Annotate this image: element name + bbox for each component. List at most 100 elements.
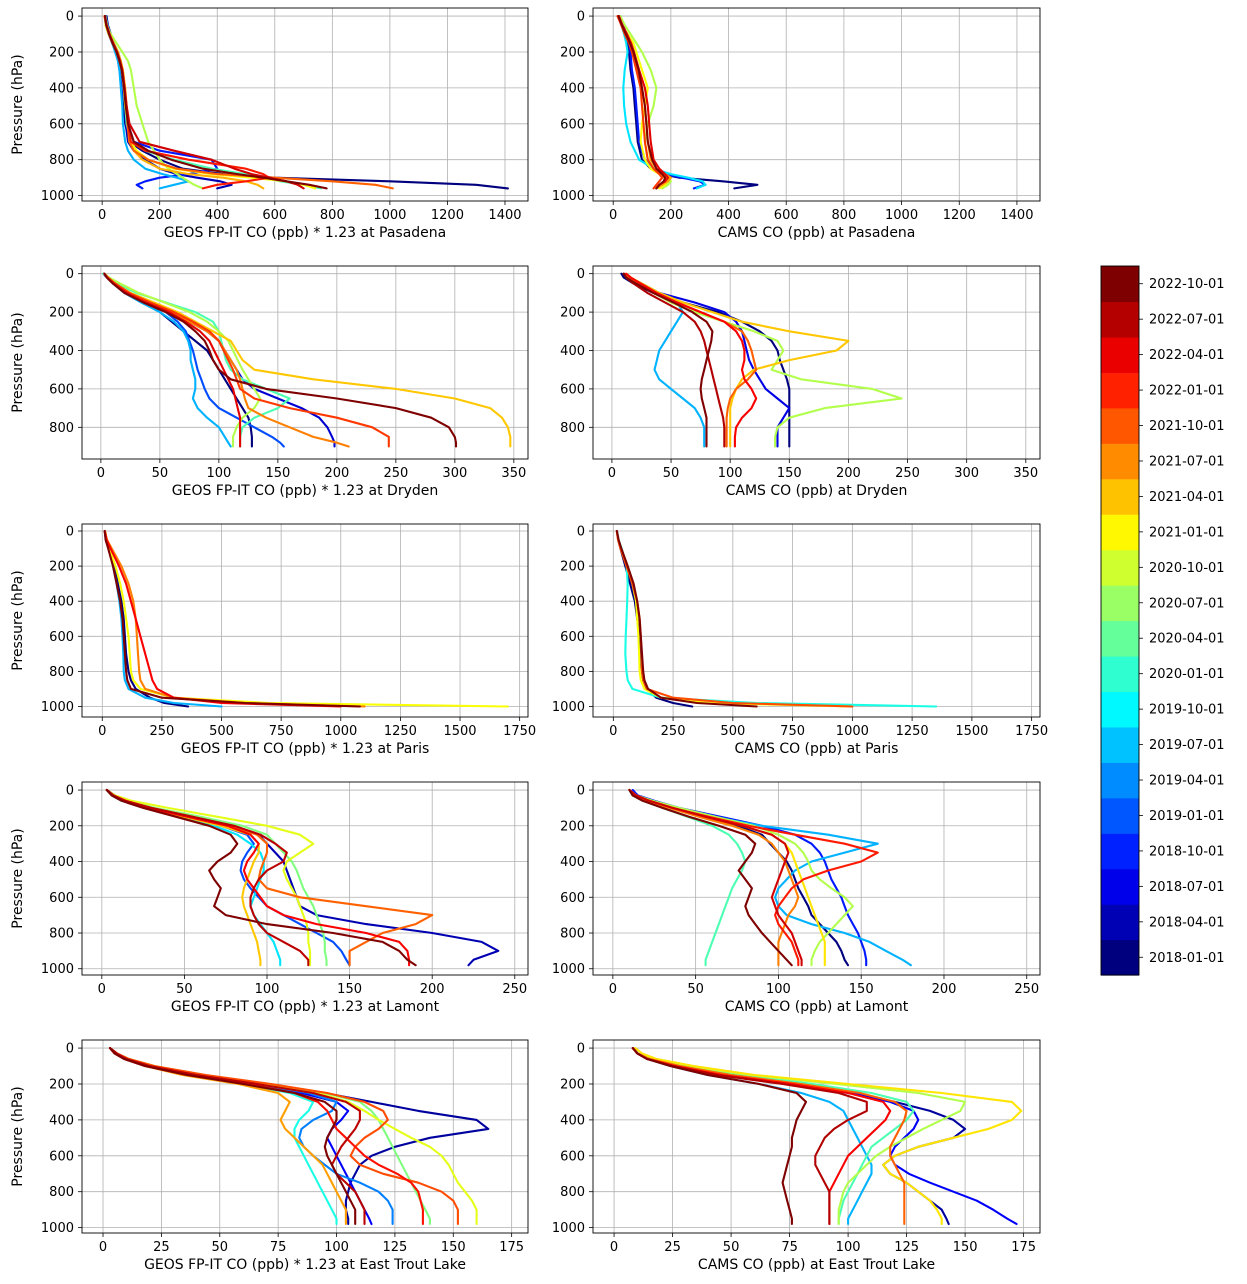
x-tick-label: 0 — [609, 208, 617, 223]
x-tick-label: 250 — [895, 466, 920, 481]
y-tick-label: 200 — [560, 45, 585, 60]
x-tick-label: 200 — [147, 208, 172, 223]
x-tick-label: 750 — [780, 724, 805, 739]
y-tick-label: 600 — [49, 1149, 74, 1164]
x-tick-label: 500 — [209, 724, 234, 739]
x-tick-label: 50 — [687, 982, 704, 997]
colorbar: 2018-01-01 2018-04-01 2018-07-01 2018-10-01… — [1100, 265, 1225, 976]
y-tick-label: 800 — [560, 927, 585, 942]
x-tick-label: 350 — [1013, 466, 1038, 481]
x-tick-label: 200 — [324, 466, 349, 481]
y-tick-label: 200 — [560, 819, 585, 834]
x-tick-label: 50 — [723, 1240, 740, 1255]
profile-line — [105, 788, 417, 967]
colorbar-label: 2018-01-01 — [1149, 951, 1225, 966]
y-tick-label: 400 — [560, 344, 585, 359]
profile-line — [628, 788, 854, 967]
x-axis-label: CAMS CO (ppb) at Pasadena — [718, 225, 916, 241]
x-tick-label: 1500 — [443, 724, 476, 739]
x-axis-label: CAMS CO (ppb) at Lamont — [725, 999, 909, 1015]
profile-line — [104, 529, 366, 708]
y-tick-label: 400 — [560, 81, 585, 96]
profile-line — [103, 272, 232, 448]
profile-line — [103, 529, 361, 708]
y-tick-label: 1000 — [41, 1221, 74, 1236]
y-tick-label: 800 — [49, 665, 74, 680]
colorbar-label: 2019-10-01 — [1149, 703, 1225, 718]
panel-east-trout-lake-geos: 0 25 50 75 100 125 150 175 0 200 400 600 800 1000 GEOS… — [10, 1039, 529, 1273]
x-tick-label: 150 — [337, 982, 362, 997]
x-axis-label: GEOS FP-IT CO (ppb) * 1.23 at Dryden — [172, 483, 439, 499]
x-tick-label: 1200 — [431, 208, 464, 223]
profile-line — [103, 272, 390, 448]
y-tick-label: 1000 — [552, 700, 585, 715]
y-tick-label: 200 — [49, 819, 74, 834]
y-tick-label: 0 — [577, 525, 585, 540]
profile-line — [103, 15, 328, 190]
x-tick-label: 0 — [98, 724, 106, 739]
profile-line — [617, 15, 670, 190]
colorbar-label: 2020-01-01 — [1149, 667, 1225, 682]
y-tick-label: 200 — [560, 306, 585, 321]
x-axis-label: CAMS CO (ppb) at Paris — [735, 741, 899, 757]
x-tick-label: 150 — [441, 1240, 466, 1255]
x-tick-label: 1750 — [503, 724, 536, 739]
y-tick-label: 200 — [49, 306, 74, 321]
x-tick-label: 300 — [954, 466, 979, 481]
x-tick-label: 1200 — [943, 208, 976, 223]
colorbar-segment — [1101, 762, 1139, 799]
colorbar-segment — [1101, 478, 1139, 515]
x-tick-label: 25 — [153, 1240, 170, 1255]
x-tick-label: 50 — [176, 982, 193, 997]
y-tick-label: 800 — [560, 421, 585, 436]
colorbar-label: 2018-04-01 — [1149, 915, 1225, 930]
profile-line — [634, 1047, 1023, 1226]
colorbar-segment — [1101, 372, 1139, 409]
colorbar-segment — [1101, 407, 1139, 444]
panel-pasadena-geos: 0 200 400 600 800 1000 1200 1400 0 200 400 600 800 10… — [10, 7, 529, 241]
x-tick-label: 200 — [836, 466, 861, 481]
profile-line — [622, 272, 791, 448]
x-axis-label: GEOS FP-IT CO (ppb) * 1.23 at Pasadena — [164, 225, 447, 241]
profile-line — [108, 1047, 459, 1226]
y-tick-label: 1000 — [41, 700, 74, 715]
x-tick-label: 100 — [206, 466, 231, 481]
colorbar-segment — [1101, 336, 1139, 373]
x-tick-label: 1000 — [373, 208, 406, 223]
profile-line — [628, 788, 879, 967]
x-tick-label: 1000 — [885, 208, 918, 223]
panel-lamont-geos: 0 50 100 150 200 250 0 200 400 600 800 1000 GEOS FP-… — [10, 781, 529, 1015]
profile-line — [105, 788, 434, 967]
y-tick-label: 600 — [560, 1149, 585, 1164]
y-tick-label: 0 — [66, 1042, 74, 1057]
y-tick-label: 400 — [49, 1113, 74, 1128]
x-axis-label: GEOS FP-IT CO (ppb) * 1.23 at East Trout… — [144, 1257, 466, 1273]
x-tick-label: 1400 — [1000, 208, 1033, 223]
y-tick-label: 0 — [577, 1042, 585, 1057]
colorbar-segment — [1101, 514, 1139, 551]
y-tick-label: 400 — [49, 855, 74, 870]
axes-frame — [592, 7, 1041, 202]
profile-line — [628, 788, 793, 967]
panel-paris-cams: 0 250 500 750 1000 1250 1500 1750 0 200 400 600 800 1… — [552, 523, 1048, 757]
y-tick-label: 0 — [577, 10, 585, 25]
y-tick-label: 1000 — [552, 962, 585, 977]
panel-lamont-cams: 0 50 100 150 200 250 0 200 400 600 800 1000 CAMS CO … — [552, 781, 1041, 1015]
x-tick-label: 150 — [265, 466, 290, 481]
x-axis-label: CAMS CO (ppb) at East Trout Lake — [698, 1257, 935, 1273]
y-tick-label: 200 — [49, 45, 74, 60]
x-tick-label: 250 — [383, 466, 408, 481]
colorbar-segment — [1101, 797, 1139, 834]
y-axis-label: Pressure (hPa) — [10, 312, 26, 412]
x-tick-label: 100 — [766, 982, 791, 997]
y-tick-label: 0 — [66, 10, 74, 25]
axes-frame — [592, 1039, 1041, 1234]
x-tick-label: 125 — [382, 1240, 407, 1255]
colorbar-label: 2021-04-01 — [1149, 490, 1225, 505]
x-tick-label: 200 — [420, 982, 445, 997]
x-tick-label: 250 — [661, 724, 686, 739]
profile-line — [631, 788, 868, 967]
profile-line — [103, 529, 342, 708]
y-tick-label: 800 — [49, 1185, 74, 1200]
profile-line — [108, 1047, 347, 1226]
